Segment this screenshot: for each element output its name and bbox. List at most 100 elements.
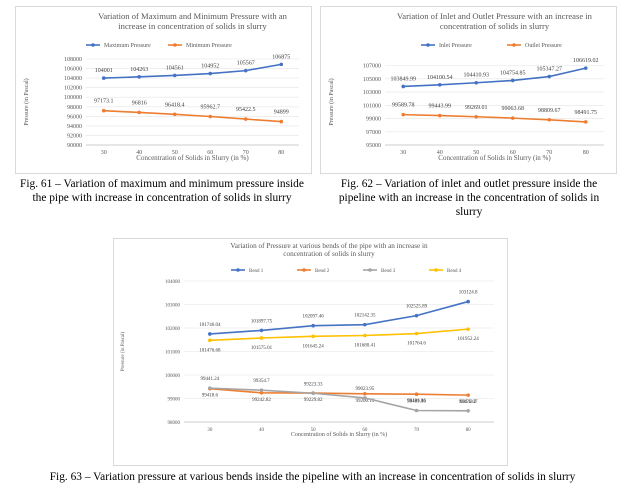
data-point — [279, 119, 284, 124]
chart-title: Variation of Inlet and Outlet Pressure w… — [397, 11, 593, 21]
data-label: 99063.68 — [502, 106, 525, 112]
x-axis-label: Concentration of Solids in Slurry (in %) — [438, 154, 551, 162]
series-line — [403, 67, 586, 88]
y-tick-label: 105000 — [363, 77, 381, 83]
data-point — [208, 386, 212, 390]
chart-inlet-outlet-pressure: Variation of Inlet and Outlet Pressure w… — [320, 6, 617, 174]
legend-label: Inlet Pressure — [439, 43, 472, 49]
chart-svg: Variation of Pressure at various bends o… — [121, 242, 494, 438]
data-label: 99354.7 — [253, 379, 270, 384]
data-label: 104952 — [201, 64, 219, 70]
y-tick-label: 104000 — [64, 76, 82, 82]
data-point — [363, 396, 367, 400]
chart-title: concentration of solids in slurry — [440, 21, 550, 31]
data-label: 101645.24 — [303, 344, 325, 349]
y-tick-label: 104000 — [165, 280, 181, 285]
data-point — [101, 108, 106, 113]
data-point — [414, 313, 419, 318]
series-line — [103, 63, 282, 79]
data-label: 99200.13 — [355, 399, 374, 404]
data-label: 102525.89 — [406, 305, 428, 310]
data-label: 99223.33 — [304, 382, 323, 387]
y-tick-label: 107000 — [363, 64, 381, 70]
data-point — [583, 120, 588, 124]
data-point — [101, 76, 106, 80]
y-tick-label: 98000 — [168, 421, 181, 426]
y-tick-label: 96000 — [67, 114, 82, 120]
data-point — [414, 331, 419, 336]
x-axis-label: Concentration of Solids in Slurry (in %) — [291, 431, 387, 438]
data-point — [401, 112, 406, 117]
data-point — [208, 114, 213, 119]
y-tick-label: 97000 — [366, 130, 381, 136]
data-point — [259, 328, 264, 333]
data-label: 98491.75 — [575, 110, 598, 116]
data-label: 102142.35 — [354, 314, 376, 319]
y-tick-label: 94000 — [67, 124, 82, 130]
x-tick-label: 70 — [546, 150, 552, 156]
legend-marker — [434, 268, 438, 272]
x-tick-label: 60 — [510, 150, 516, 156]
series-line — [209, 328, 469, 342]
x-tick-label: 80 — [278, 150, 284, 156]
data-point — [259, 336, 264, 340]
caption-fig-62: Fig. 62 – Variation of inlet and outlet … — [318, 177, 620, 219]
data-point — [208, 338, 212, 343]
x-tick-label: 30 — [101, 150, 107, 156]
legend-marker — [426, 43, 430, 47]
data-label: 104561 — [166, 65, 184, 71]
data-label: 104754.85 — [500, 70, 526, 76]
chart-svg: Variation of Maximum and Minimum Pressur… — [23, 11, 299, 162]
data-point — [414, 408, 419, 413]
chart-bend-pressure: Variation of Pressure at various bends o… — [113, 238, 508, 466]
caption-line: the pipe with increase in concentration … — [32, 192, 292, 204]
data-point — [547, 117, 552, 122]
x-tick-label: 40 — [259, 428, 265, 433]
series-line — [209, 300, 469, 335]
legend-marker — [236, 268, 240, 272]
data-label: 101764.6 — [407, 342, 426, 347]
caption-line: Fig. 63 – Variation pressure at various … — [49, 471, 576, 483]
data-label: 99269.01 — [465, 105, 488, 111]
data-label: 95422.5 — [236, 107, 256, 113]
y-axis-label: Pressure (in Pascal) — [121, 331, 126, 371]
data-point — [259, 388, 264, 392]
data-label: 104100.54 — [427, 75, 453, 81]
chart-title: concentration of solids in slurry — [283, 250, 375, 258]
data-label: 99418.6 — [202, 394, 219, 399]
caption-line: Fig. 61 – Variation of maximum and minim… — [20, 178, 304, 190]
data-label: 98809.67 — [538, 108, 561, 114]
data-label: 101746.04 — [199, 323, 221, 328]
data-label: 94899 — [274, 110, 289, 116]
data-label: 101476.68 — [199, 348, 221, 353]
y-tick-label: 92000 — [67, 133, 82, 139]
data-point — [547, 74, 552, 79]
chart-title: increase in concentration of solids in s… — [118, 21, 267, 31]
data-point — [510, 116, 515, 120]
data-point — [466, 409, 470, 413]
data-point — [510, 78, 515, 83]
y-tick-label: 106000 — [64, 67, 82, 73]
legend-label: Bend 2 — [315, 269, 330, 274]
data-label: 106875 — [272, 54, 290, 60]
series-line — [209, 387, 469, 412]
data-label: 99441.24 — [200, 377, 219, 382]
x-tick-label: 60 — [362, 428, 368, 433]
data-label: 101575.01 — [251, 346, 273, 351]
chart-title: Variation of Pressure at various bends o… — [230, 242, 428, 250]
legend-marker — [173, 43, 177, 47]
x-tick-label: 30 — [207, 428, 213, 433]
data-point — [208, 71, 213, 76]
y-tick-label: 90000 — [67, 143, 82, 149]
data-point — [172, 112, 177, 117]
legend-label: Outlet Pressure — [525, 43, 562, 49]
data-point — [363, 333, 367, 338]
caption-line: slurry — [455, 206, 483, 218]
data-label: 98489.16 — [407, 400, 426, 405]
x-tick-label: 40 — [136, 150, 142, 156]
legend-label: Bend 4 — [447, 269, 462, 274]
data-label: 99242.82 — [252, 398, 271, 403]
data-label: 105567 — [237, 61, 255, 67]
legend-marker — [302, 268, 306, 272]
y-tick-label: 98000 — [67, 105, 82, 111]
